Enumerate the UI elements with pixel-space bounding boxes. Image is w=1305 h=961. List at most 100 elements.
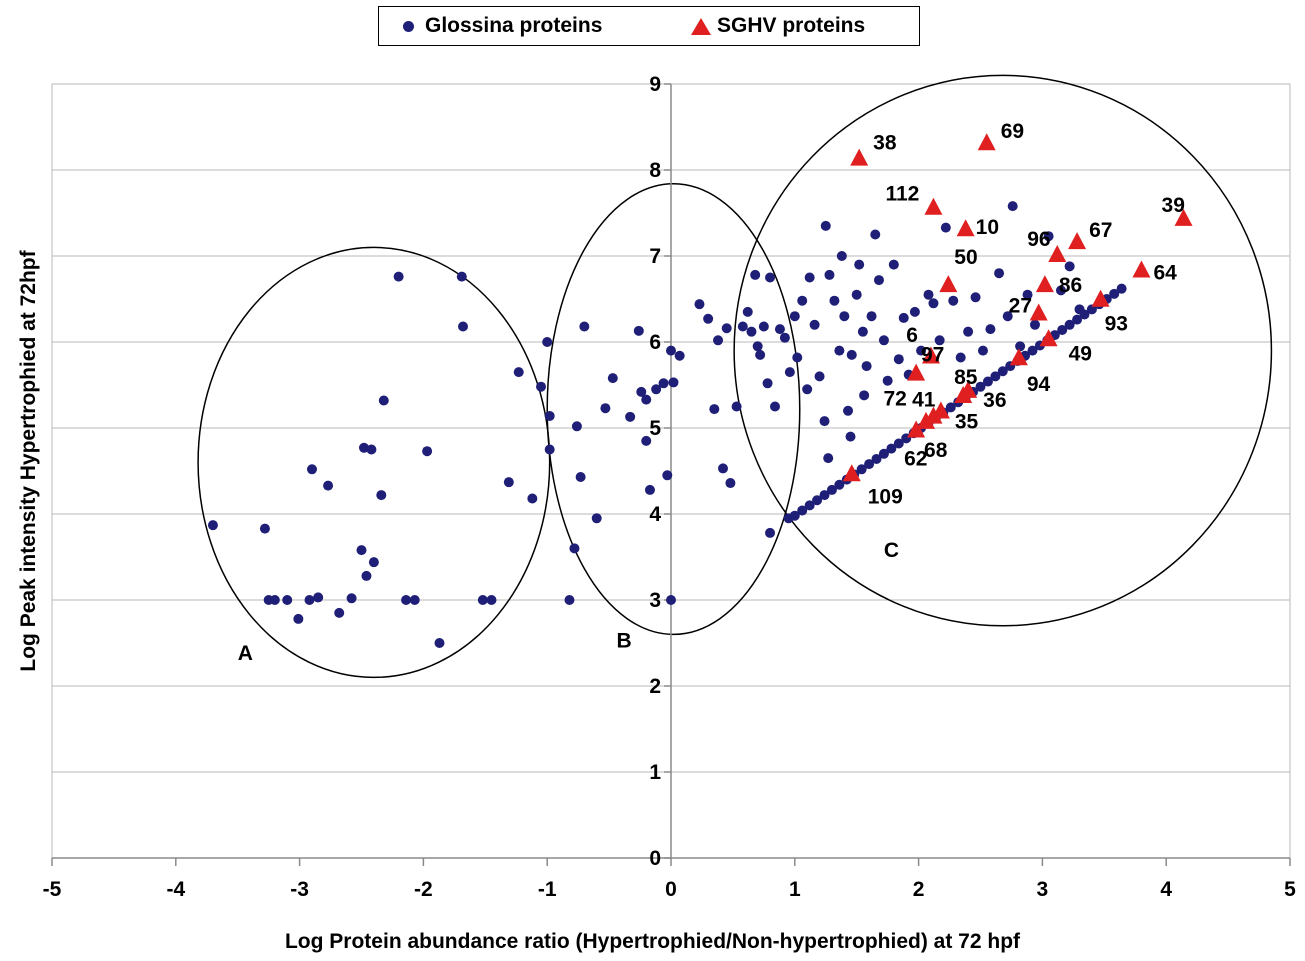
glossina-point <box>1064 319 1075 330</box>
glossina-point <box>725 478 736 489</box>
glossina-point <box>893 438 904 449</box>
glossina-point <box>1015 341 1026 352</box>
glossina-point <box>843 405 854 416</box>
sghv-data-label: 41 <box>912 389 936 412</box>
glossina-point <box>282 595 293 605</box>
sghv-data-label: 49 <box>1069 342 1092 365</box>
glossina-point <box>854 259 865 270</box>
glossina-point <box>713 335 724 346</box>
glossina-point <box>591 513 602 524</box>
glossina-point <box>571 421 582 432</box>
glossina-point <box>836 251 847 261</box>
y-tick-label: 6 <box>649 331 661 354</box>
glossina-point <box>1079 309 1090 320</box>
sghv-data-label: 64 <box>1153 261 1177 284</box>
sghv-data-label: 94 <box>1027 373 1051 396</box>
glossina-point <box>934 335 945 346</box>
sghv-data-label: 93 <box>1105 313 1128 336</box>
glossina-point <box>769 401 780 412</box>
glossina-point <box>356 545 367 556</box>
x-tick-label: -2 <box>414 878 433 901</box>
glossina-point <box>376 490 387 501</box>
glossina-point <box>644 484 655 495</box>
glossina-point <box>1029 319 1040 330</box>
cluster-label-b: B <box>617 629 632 652</box>
glossina-point <box>269 595 280 605</box>
glossina-point <box>765 272 776 283</box>
glossina-point <box>792 352 803 363</box>
glossina-point <box>923 289 934 300</box>
glossina-point <box>752 341 763 352</box>
glossina-point <box>963 326 974 337</box>
glossina-point <box>888 259 899 270</box>
glossina-point <box>797 505 808 516</box>
glossina-point <box>909 306 920 317</box>
glossina-point <box>994 268 1005 279</box>
glossina-point <box>997 366 1008 377</box>
x-tick-label: 0 <box>665 878 677 901</box>
glossina-point <box>293 613 304 624</box>
glossina-point <box>259 523 270 534</box>
glossina-point <box>1002 311 1013 322</box>
cluster-ellipse-b <box>546 183 801 636</box>
sghv-data-label: 86 <box>1059 274 1082 297</box>
glossina-point <box>600 403 611 414</box>
glossina-point <box>878 448 889 459</box>
sghv-point <box>842 464 861 482</box>
y-tick-label: 0 <box>649 847 661 870</box>
glossina-point <box>750 269 761 280</box>
glossina-point <box>977 345 988 356</box>
sghv-point <box>1009 348 1028 366</box>
glossina-point <box>731 401 742 412</box>
glossina-point <box>765 527 776 538</box>
sghv-point <box>850 148 869 166</box>
glossina-point <box>861 361 872 372</box>
glossina-point <box>824 269 835 280</box>
x-tick-label: -5 <box>43 878 62 901</box>
y-tick-label: 7 <box>649 245 661 268</box>
glossina-point <box>1086 304 1097 315</box>
glossina-point <box>819 416 830 427</box>
x-tick-label: 4 <box>1160 878 1172 901</box>
glossina-point <box>820 220 831 231</box>
glossina-point <box>982 376 993 387</box>
glossina-point <box>845 431 856 442</box>
glossina-point <box>1007 201 1018 212</box>
glossina-point <box>709 404 720 415</box>
glossina-series <box>207 201 1127 648</box>
y-tick-label: 5 <box>649 417 661 440</box>
glossina-point <box>662 470 673 481</box>
sghv-point <box>1174 208 1193 226</box>
sghv-data-label: 69 <box>1001 120 1024 143</box>
glossina-point <box>1043 231 1054 242</box>
glossina-point <box>779 332 790 343</box>
sghv-data-label: 68 <box>924 439 948 462</box>
cluster-ellipse-a <box>197 246 551 679</box>
y-tick-label: 1 <box>649 761 661 784</box>
x-axis-title: Log Protein abundance ratio (Hypertrophi… <box>284 930 1021 953</box>
glossina-point <box>819 490 830 501</box>
glossina-point <box>666 595 676 605</box>
glossina-point <box>851 289 862 300</box>
sghv-point <box>907 420 926 438</box>
glossina-point <box>871 453 882 464</box>
sghv-data-label: 27 <box>1009 294 1032 317</box>
glossina-point <box>859 390 870 401</box>
sghv-data-label: 36 <box>983 389 1006 412</box>
cluster-label-c: C <box>884 539 899 562</box>
glossina-point <box>886 443 897 454</box>
x-tick-label: 2 <box>913 878 925 901</box>
glossina-point <box>1022 289 1033 300</box>
sghv-point <box>917 411 936 429</box>
glossina-point <box>804 272 815 283</box>
glossina-point <box>409 595 420 605</box>
sghv-data-label: 85 <box>954 366 978 389</box>
glossina-point <box>668 377 679 388</box>
glossina-point <box>422 446 433 457</box>
glossina-point <box>666 345 676 356</box>
glossina-point <box>569 543 580 554</box>
glossina-point <box>641 394 652 405</box>
sghv-point <box>907 363 926 381</box>
